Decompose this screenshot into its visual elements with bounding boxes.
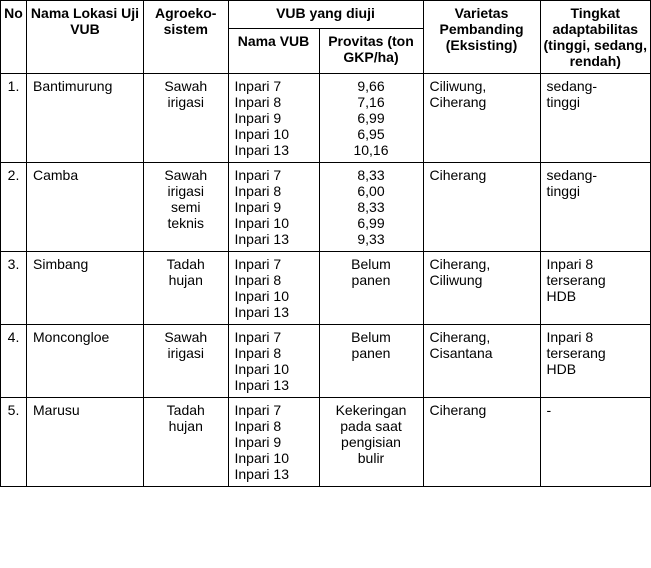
cell-adapt: sedang-tinggi [540, 163, 651, 252]
cell-varietas: Ciherang [423, 163, 540, 252]
table-row: 2.CambaSawahirigasisemiteknisInpari 7Inp… [1, 163, 651, 252]
cell-provitas: 9,667,166,996,9510,16 [319, 74, 423, 163]
header-vub-nama: Nama VUB [228, 28, 319, 73]
vub-table: No Nama Lokasi Uji VUB Agroeko-sistem VU… [0, 0, 651, 487]
cell-no: 3. [1, 252, 27, 325]
cell-provitas: 8,336,008,336,999,33 [319, 163, 423, 252]
cell-lokasi: Simbang [27, 252, 144, 325]
cell-agro: Tadahhujan [144, 398, 229, 487]
cell-agro: Sawahirigasi [144, 325, 229, 398]
cell-adapt: Inpari 8terserangHDB [540, 252, 651, 325]
cell-nama-vub: Inpari 7Inpari 8Inpari 10Inpari 13 [228, 325, 319, 398]
cell-adapt: sedang-tinggi [540, 74, 651, 163]
cell-lokasi: Camba [27, 163, 144, 252]
cell-nama-vub: Inpari 7Inpari 8Inpari 9Inpari 10Inpari … [228, 163, 319, 252]
header-agro: Agroeko-sistem [144, 1, 229, 74]
table-row: 3.SimbangTadahhujanInpari 7Inpari 8Inpar… [1, 252, 651, 325]
cell-nama-vub: Inpari 7Inpari 8Inpari 9Inpari 10Inpari … [228, 74, 319, 163]
cell-varietas: Ciherang,Cisantana [423, 325, 540, 398]
cell-no: 1. [1, 74, 27, 163]
cell-nama-vub: Inpari 7Inpari 8Inpari 9Inpari 10Inpari … [228, 398, 319, 487]
cell-agro: Sawahirigasi [144, 74, 229, 163]
header-vub-group: VUB yang diuji [228, 1, 423, 29]
cell-no: 4. [1, 325, 27, 398]
cell-varietas: Ciliwung,Ciherang [423, 74, 540, 163]
cell-agro: Sawahirigasisemiteknis [144, 163, 229, 252]
cell-nama-vub: Inpari 7Inpari 8Inpari 10Inpari 13 [228, 252, 319, 325]
cell-varietas: Ciherang [423, 398, 540, 487]
cell-no: 5. [1, 398, 27, 487]
cell-varietas: Ciherang,Ciliwung [423, 252, 540, 325]
cell-adapt: - [540, 398, 651, 487]
header-lokasi: Nama Lokasi Uji VUB [27, 1, 144, 74]
cell-provitas: Belumpanen [319, 252, 423, 325]
table-row: 5.MarusuTadahhujanInpari 7Inpari 8Inpari… [1, 398, 651, 487]
cell-provitas: Belumpanen [319, 325, 423, 398]
cell-lokasi: Moncongloe [27, 325, 144, 398]
cell-adapt: Inpari 8terserangHDB [540, 325, 651, 398]
header-vub-prov: Provitas (ton GKP/ha) [319, 28, 423, 73]
header-adapt: Tingkat adaptabilitas (tinggi, sedang, r… [540, 1, 651, 74]
cell-lokasi: Bantimurung [27, 74, 144, 163]
cell-no: 2. [1, 163, 27, 252]
header-varietas: Varietas Pembanding (Eksisting) [423, 1, 540, 74]
cell-lokasi: Marusu [27, 398, 144, 487]
table-row: 4.MoncongloeSawahirigasiInpari 7Inpari 8… [1, 325, 651, 398]
cell-agro: Tadahhujan [144, 252, 229, 325]
cell-provitas: Kekeringanpada saatpengisianbulir [319, 398, 423, 487]
header-no: No [1, 1, 27, 74]
table-row: 1.BantimurungSawahirigasiInpari 7Inpari … [1, 74, 651, 163]
